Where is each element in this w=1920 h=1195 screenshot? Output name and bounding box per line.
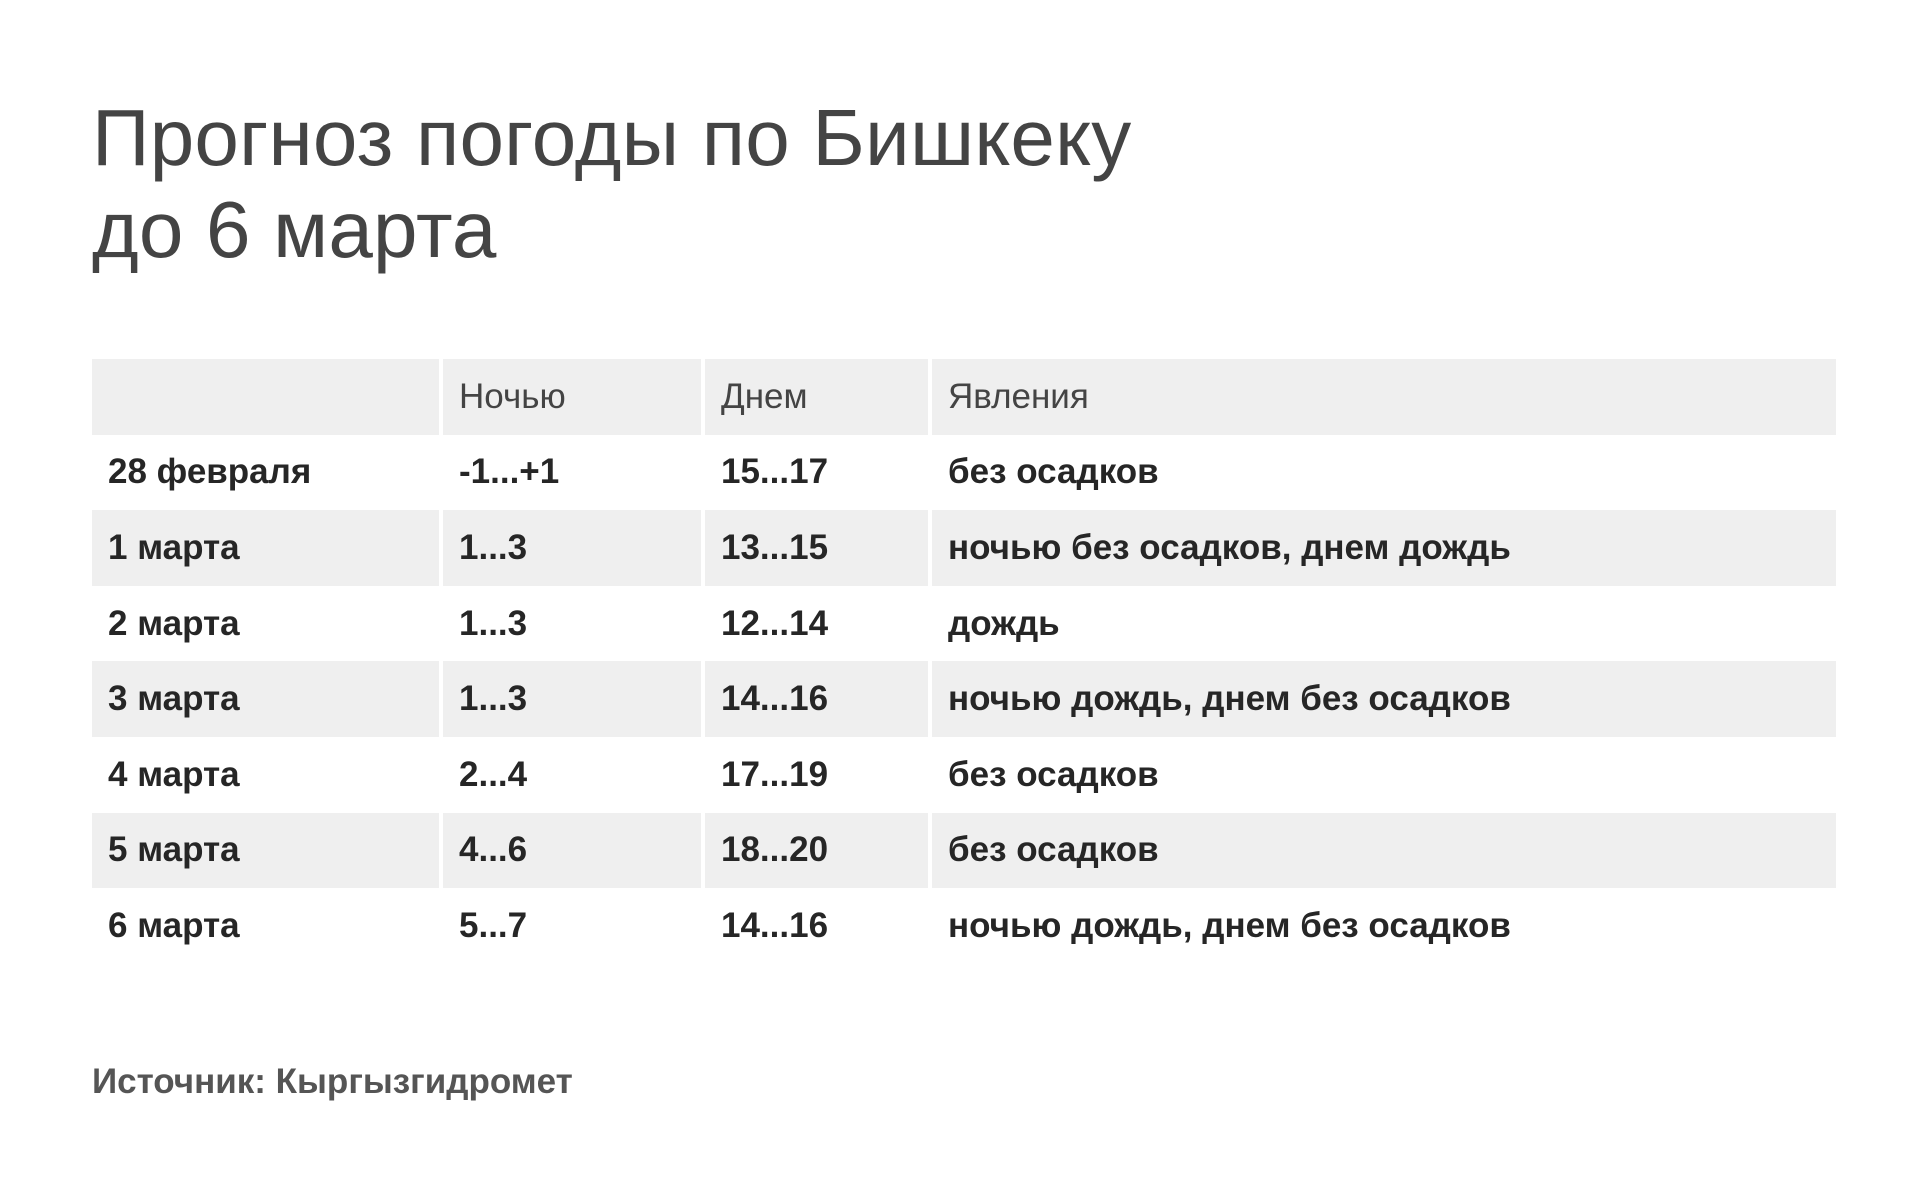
cell-day: 17...19	[701, 736, 928, 813]
cell-phenomena: без осадков	[928, 812, 1836, 889]
cell-day: 14...16	[701, 888, 928, 964]
cell-day: 14...16	[701, 661, 928, 737]
cell-day: 12...14	[701, 585, 928, 662]
cell-phenomena: без осадков	[928, 736, 1836, 813]
header-night: Ночью	[439, 359, 701, 435]
cell-phenomena: ночью дождь, днем без осадков	[928, 888, 1836, 964]
table-header-row: Ночью Днем Явления	[92, 359, 1836, 435]
table-row: 3 марта 1...3 14...16 ночью дождь, днем …	[92, 661, 1836, 737]
cell-date: 2 марта	[108, 603, 240, 643]
cell-date: 1 марта	[92, 510, 439, 586]
page-title: Прогноз погоды по Бишкеку до 6 марта	[92, 92, 1131, 276]
cell-phenomena: ночью без осадков, днем дождь	[928, 510, 1836, 586]
cell-date: 4 марта	[108, 754, 240, 794]
title-line-1: Прогноз погоды по Бишкеку	[92, 93, 1132, 182]
cell-night: 1...3	[439, 510, 701, 586]
cell-phenomena: дождь	[928, 585, 1836, 662]
table-row: 1 марта 1...3 13...15 ночью без осадков,…	[92, 510, 1836, 586]
cell-night: 1...3	[439, 585, 701, 662]
cell-day: 13...15	[701, 510, 928, 586]
cell-phenomena: ночью дождь, днем без осадков	[928, 661, 1836, 737]
cell-day: 18...20	[701, 812, 928, 889]
table-row: 5 марта 4...6 18...20 без осадков	[92, 812, 1836, 889]
table-row: 28 февраля -1...+1 15...17 без осадков	[92, 434, 1836, 511]
cell-night: 1...3	[439, 661, 701, 737]
cell-night: 4...6	[439, 812, 701, 889]
header-phenomena: Явления	[928, 359, 1836, 435]
cell-night: 2...4	[439, 736, 701, 813]
header-date	[92, 359, 439, 435]
header-day: Днем	[701, 359, 928, 435]
cell-date: 28 февраля	[108, 452, 312, 492]
cell-phenomena: без осадков	[928, 434, 1836, 511]
table-row: 6 марта 5...7 14...16 ночью дождь, днем …	[92, 888, 1836, 964]
cell-date: 3 марта	[92, 661, 439, 737]
cell-day: 15...17	[701, 434, 928, 511]
cell-date: 6 марта	[108, 905, 240, 945]
cell-night: -1...+1	[439, 434, 701, 511]
title-line-2: до 6 марта	[92, 185, 497, 274]
table-row: 2 марта 1...3 12...14 дождь	[92, 585, 1836, 662]
source-caption: Источник: Кыргызгидромет	[92, 1062, 573, 1101]
forecast-table: Ночью Днем Явления 28 февраля -1...+1 15…	[92, 359, 1836, 964]
cell-date: 5 марта	[92, 812, 439, 889]
cell-night: 5...7	[439, 888, 701, 964]
table-row: 4 марта 2...4 17...19 без осадков	[92, 736, 1836, 813]
